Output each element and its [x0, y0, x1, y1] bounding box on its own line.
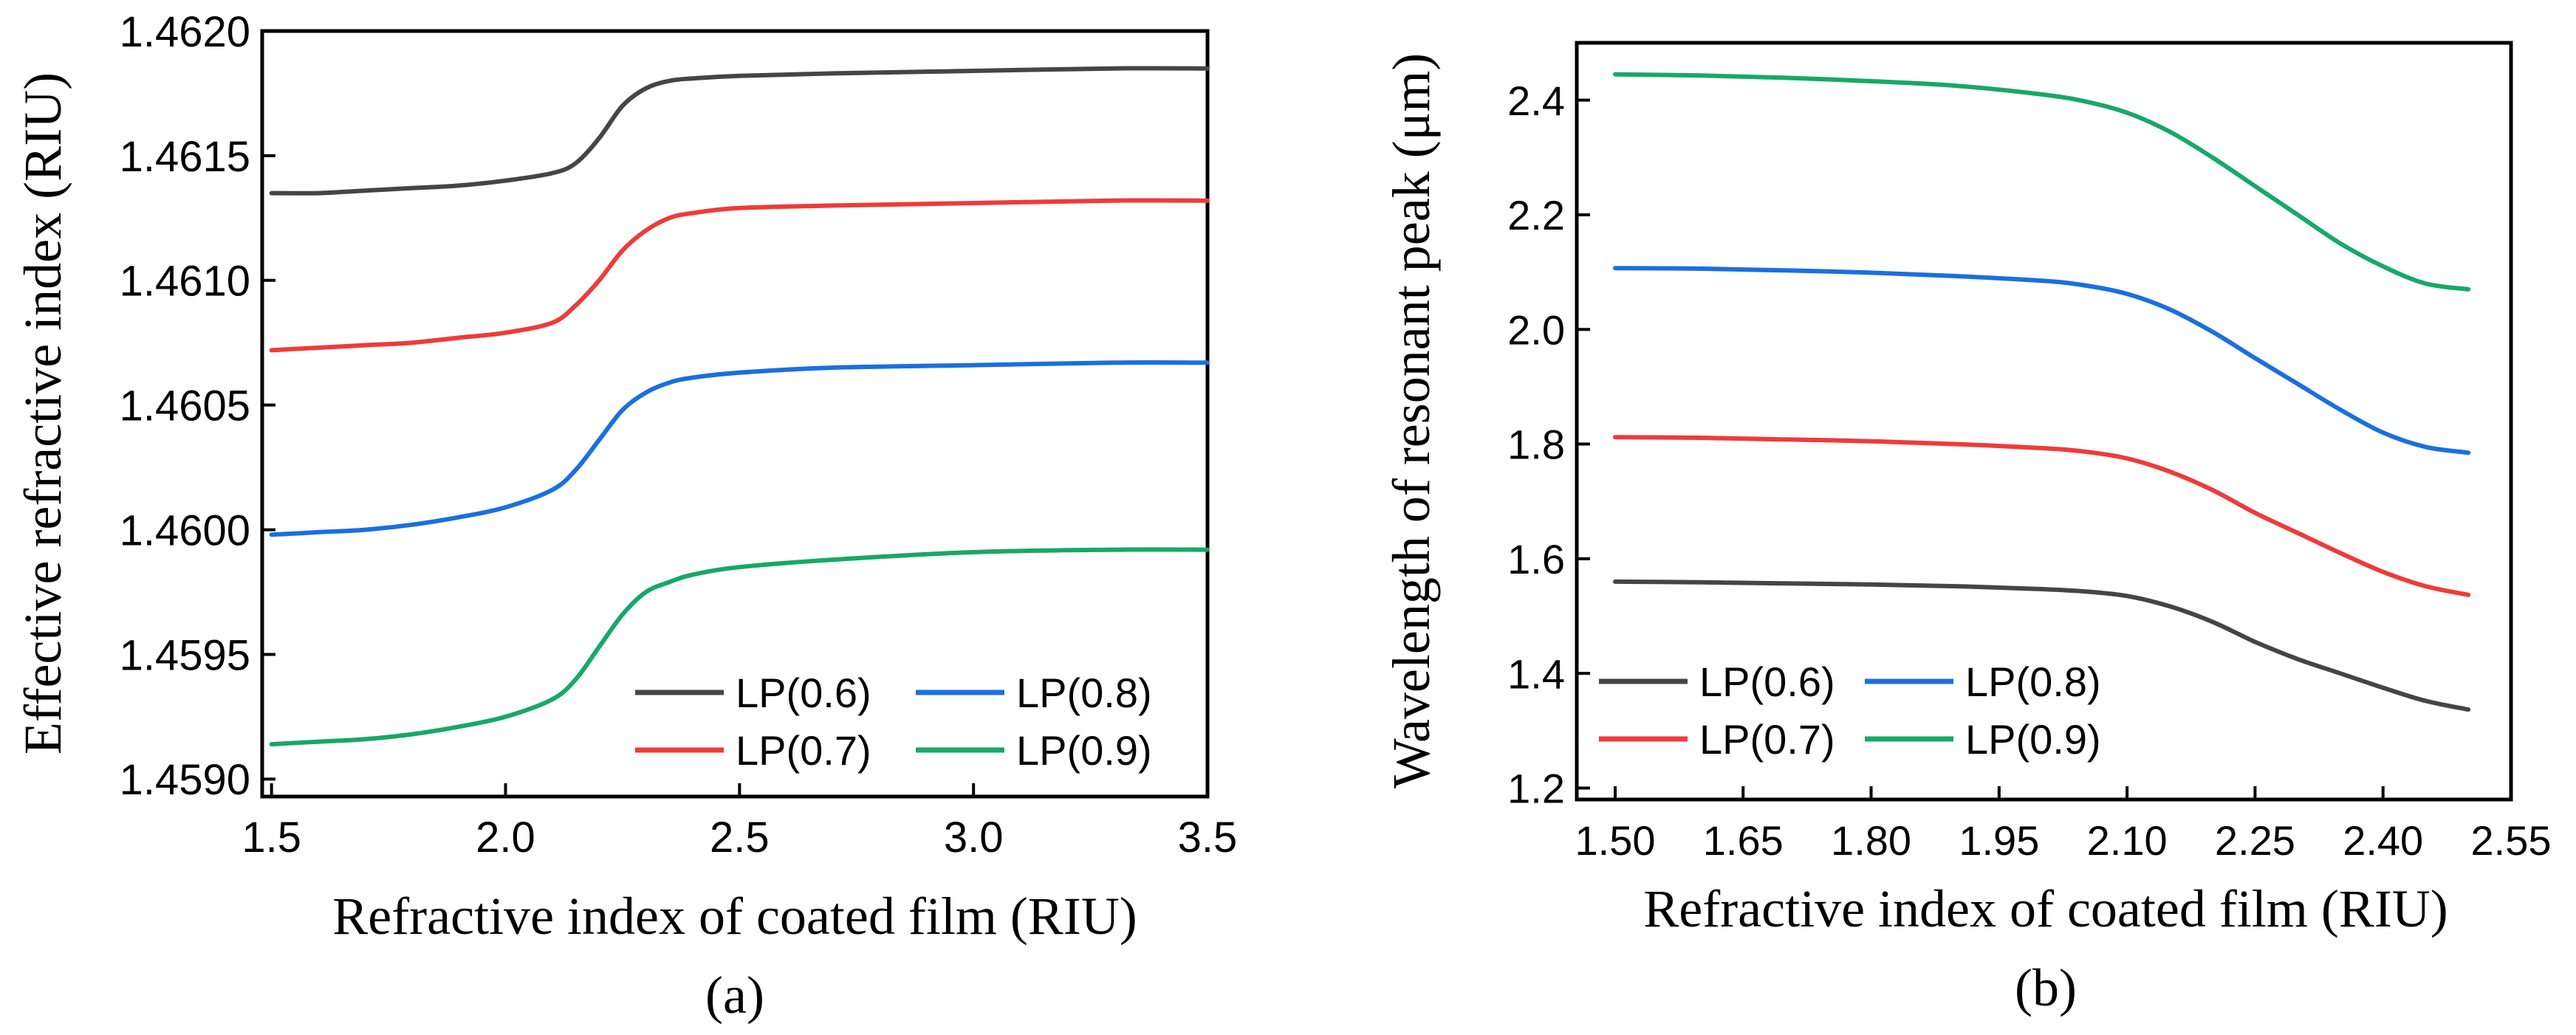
- x-tick-label: 2.55: [2471, 817, 2552, 864]
- y-tick-label: 1.4: [1507, 650, 1565, 697]
- x-axis-title: Refractive index of coated film (RIU): [1643, 879, 2448, 938]
- series-lines: [269, 66, 1210, 747]
- x-tick-label: 2.0: [476, 814, 535, 862]
- x-tick-label: 3.0: [944, 814, 1004, 862]
- legend: LP(0.6) LP(0.8) LP(0.7) LP(0.9): [1599, 659, 2101, 763]
- y-tick-label: 1.2: [1507, 766, 1565, 812]
- y-tick-label: 1.4590: [120, 756, 250, 804]
- panel-b: 1.2 1.4 1.6 1.8 2.0 2.2 2.4 1.50 1.65 1.80 1.95 2.…: [1382, 41, 2552, 1017]
- y-tick-label: 1.4610: [120, 258, 250, 306]
- legend-label-lp-0-7: LP(0.7): [1699, 716, 1835, 763]
- y-tick-label: 2.2: [1507, 192, 1565, 238]
- series-line-lp-0-9: [269, 547, 1210, 747]
- y-ticks: 1.4590 1.4595 1.4600 1.4605 1.4610 1.4615 1.46…: [120, 8, 275, 804]
- y-tick-label: 1.4595: [120, 631, 250, 679]
- plot-frame: [1575, 41, 2513, 802]
- panel-label: (a): [705, 966, 764, 1025]
- y-tick-label: 2.4: [1507, 78, 1565, 124]
- x-tick-label: 2.40: [2343, 817, 2423, 864]
- plot-frame: [260, 29, 1210, 799]
- x-tick-label: 1.50: [1575, 817, 1655, 864]
- panel-label: (b): [2015, 958, 2077, 1017]
- legend-label-lp-0-8: LP(0.8): [1016, 670, 1152, 716]
- y-tick-label: 1.4620: [120, 8, 250, 56]
- series-lines: [1613, 72, 2471, 712]
- legend-label-lp-0-8: LP(0.8): [1965, 659, 2101, 705]
- x-tick-label: 2.10: [2087, 817, 2168, 864]
- y-tick-label: 1.6: [1507, 536, 1565, 582]
- legend-label-lp-0-7: LP(0.7): [736, 727, 871, 774]
- series-line-lp-0-6: [269, 66, 1210, 196]
- series-line-lp-0-6: [1613, 579, 2471, 712]
- series-line-lp-0-7: [1613, 435, 2471, 597]
- panel-a: 1.4590 1.4595 1.4600 1.4605 1.4610 1.4615 1.46…: [13, 8, 1237, 1025]
- x-tick-label: 2.5: [710, 814, 770, 862]
- legend-label-lp-0-9: LP(0.9): [1016, 727, 1152, 774]
- series-line-lp-0-7: [269, 198, 1210, 353]
- y-tick-label: 1.8: [1507, 422, 1565, 468]
- x-tick-label: 1.95: [1959, 817, 2039, 864]
- x-tick-label: 1.5: [242, 814, 301, 862]
- legend-label-lp-0-9: LP(0.9): [1965, 716, 2101, 763]
- x-tick-label: 3.5: [1178, 814, 1238, 862]
- x-ticks: 1.5 2.0 2.5 3.0 3.5: [242, 783, 1237, 862]
- y-ticks: 1.2 1.4 1.6 1.8 2.0 2.2 2.4: [1507, 78, 1590, 812]
- x-tick-label: 2.25: [2215, 817, 2295, 864]
- x-tick-label: 1.65: [1703, 817, 1784, 864]
- y-tick-label: 2.0: [1507, 306, 1565, 353]
- legend: LP(0.6) LP(0.8) LP(0.7) LP(0.9): [635, 670, 1152, 774]
- y-tick-label: 1.4605: [120, 382, 250, 430]
- legend-label-lp-0-6: LP(0.6): [1699, 659, 1835, 705]
- y-axis-title: Effective refractive index (RIU): [13, 72, 72, 754]
- series-line-lp-0-8: [269, 360, 1210, 537]
- series-line-lp-0-8: [1613, 266, 2471, 455]
- y-tick-label: 1.4615: [120, 133, 250, 181]
- y-tick-label: 1.4600: [120, 506, 250, 554]
- legend-label-lp-0-6: LP(0.6): [736, 670, 871, 716]
- y-axis-title: Wavelength of resonant peak (μm): [1382, 53, 1441, 788]
- x-axis-title: Refractive index of coated film (RIU): [332, 887, 1137, 946]
- series-line-lp-0-9: [1613, 72, 2471, 292]
- x-ticks: 1.50 1.65 1.80 1.95 2.10 2.25 2.40 2.55: [1575, 786, 2552, 864]
- x-tick-label: 1.80: [1831, 817, 1911, 864]
